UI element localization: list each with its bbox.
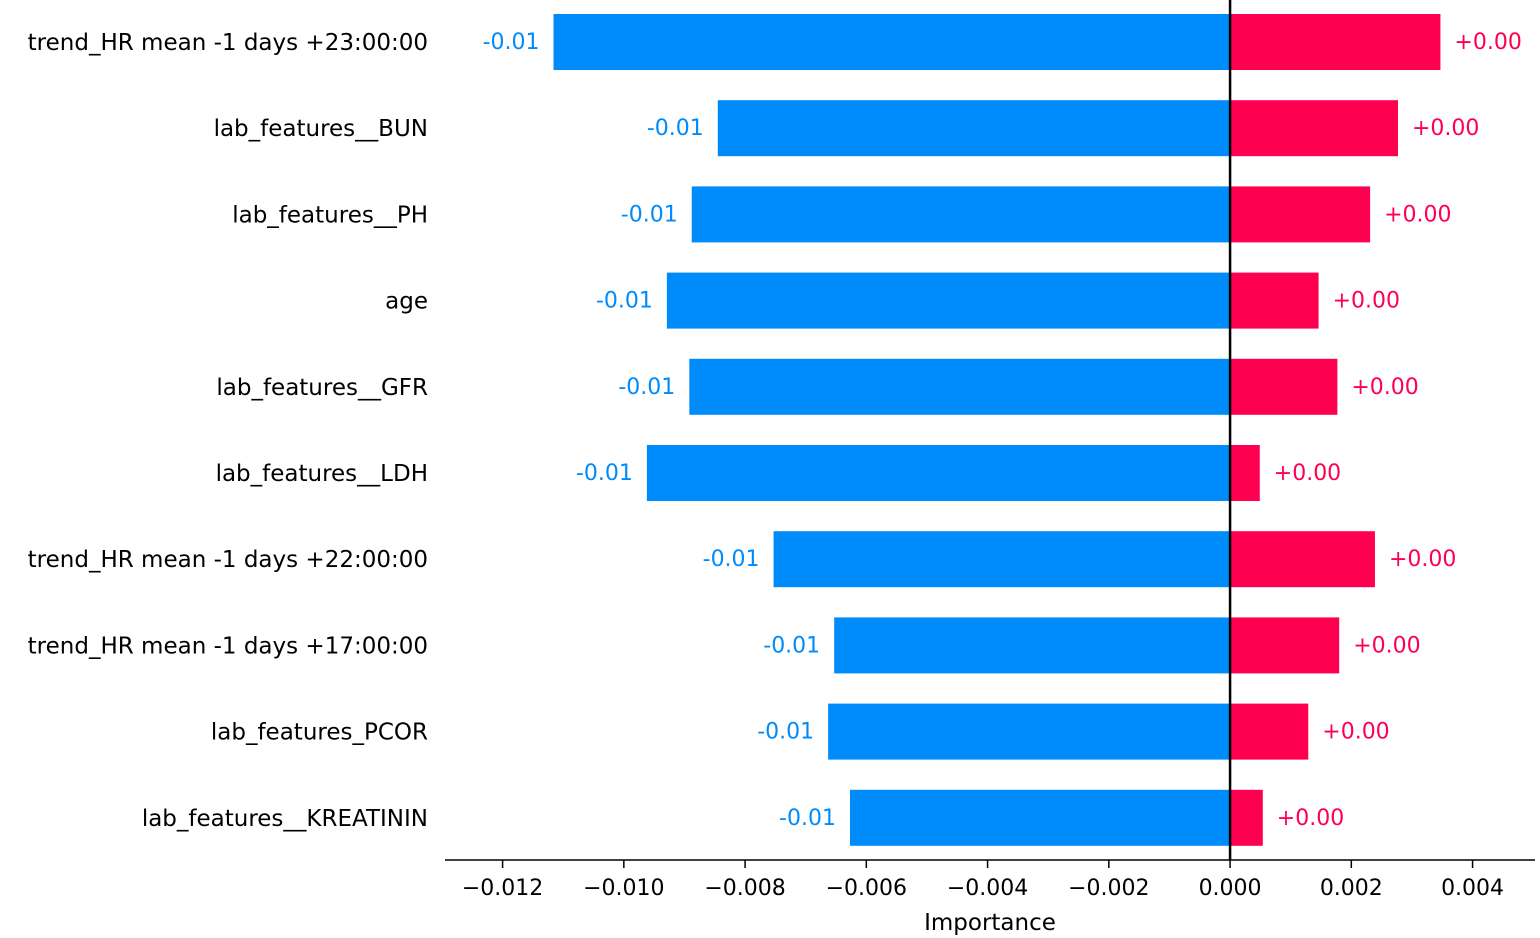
positive-value-label: +0.00 [1333, 289, 1400, 314]
positive-value-label: +0.00 [1274, 461, 1341, 486]
positive-bar [1230, 617, 1340, 674]
positive-value-label: +0.00 [1412, 116, 1479, 141]
x-tick-label: −0.012 [462, 876, 543, 901]
negative-value-label: -0.01 [779, 806, 836, 831]
negative-bar [717, 100, 1231, 157]
category-label: trend_HR mean -1 days +23:00:00 [28, 30, 428, 56]
negative-value-label: -0.01 [763, 633, 820, 658]
category-label: lab_features__LDH [216, 461, 428, 487]
x-axis-label: Importance [924, 910, 1056, 936]
positive-value-label: +0.00 [1384, 202, 1451, 227]
positive-bar [1230, 789, 1263, 846]
negative-value-label: -0.01 [596, 289, 653, 314]
positive-bar [1230, 14, 1441, 70]
negative-value-label: -0.01 [647, 116, 704, 141]
negative-bar [773, 531, 1231, 588]
negative-bar [666, 272, 1231, 329]
positive-value-label: +0.00 [1389, 547, 1456, 572]
negative-value-label: -0.01 [576, 461, 633, 486]
positive-bar [1230, 531, 1375, 588]
positive-value-label: +0.00 [1322, 720, 1389, 745]
positive-bar [1230, 186, 1371, 243]
x-tick-label: 0.004 [1441, 876, 1504, 901]
category-label: lab_features__KREATININ [142, 806, 428, 832]
x-ticks-layer: −0.012 −0.010 −0.008 −0.006 −0.004 −0.002 0.00… [462, 860, 1504, 901]
x-tick-label: −0.008 [704, 876, 785, 901]
category-label: trend_HR mean -1 days +17:00:00 [28, 633, 428, 659]
x-axis: −0.012 −0.010 −0.008 −0.006 −0.004 −0.002 0.00… [445, 859, 1535, 936]
positive-bar [1230, 272, 1319, 329]
category-labels-layer: trend_HR mean -1 days +23:00:00 lab_featu… [28, 30, 428, 832]
positive-bar [1230, 445, 1260, 501]
x-tick-label: −0.004 [947, 876, 1028, 901]
positive-bar [1230, 100, 1398, 157]
negative-bar [849, 789, 1231, 846]
x-tick-label: 0.002 [1320, 876, 1383, 901]
positive-bar [1230, 703, 1309, 760]
category-label: lab_features_PCOR [211, 720, 428, 746]
value-labels-layer: -0.01 +0.00 -0.01 +0.00 -0.01 +0.00 -0.01 +0.00… [483, 30, 1522, 831]
negative-value-label: -0.01 [621, 202, 678, 227]
positive-value-label: +0.00 [1351, 375, 1418, 400]
x-tick-label: −0.006 [826, 876, 907, 901]
negative-bar [691, 186, 1231, 243]
positive-bar [1230, 358, 1338, 415]
negative-bar [834, 617, 1231, 674]
negative-bar [828, 703, 1231, 760]
category-label: lab_features__BUN [214, 116, 428, 142]
negative-value-label: -0.01 [757, 720, 814, 745]
positive-value-label: +0.00 [1277, 806, 1344, 831]
negative-bar [646, 445, 1231, 501]
category-label: lab_features__GFR [216, 375, 428, 401]
category-label: lab_features__PH [232, 202, 428, 228]
category-label: age [385, 289, 428, 315]
negative-bar [553, 14, 1231, 70]
bars-layer [553, 14, 1441, 846]
negative-value-label: -0.01 [483, 30, 540, 55]
x-tick-label: −0.010 [583, 876, 664, 901]
x-tick-label: 0.000 [1199, 876, 1262, 901]
negative-value-label: -0.01 [703, 547, 760, 572]
negative-value-label: -0.01 [618, 375, 675, 400]
category-label: trend_HR mean -1 days +22:00:00 [28, 547, 428, 573]
positive-value-label: +0.00 [1353, 633, 1420, 658]
negative-bar [689, 358, 1231, 415]
x-tick-label: −0.002 [1068, 876, 1149, 901]
positive-value-label: +0.00 [1454, 30, 1521, 55]
